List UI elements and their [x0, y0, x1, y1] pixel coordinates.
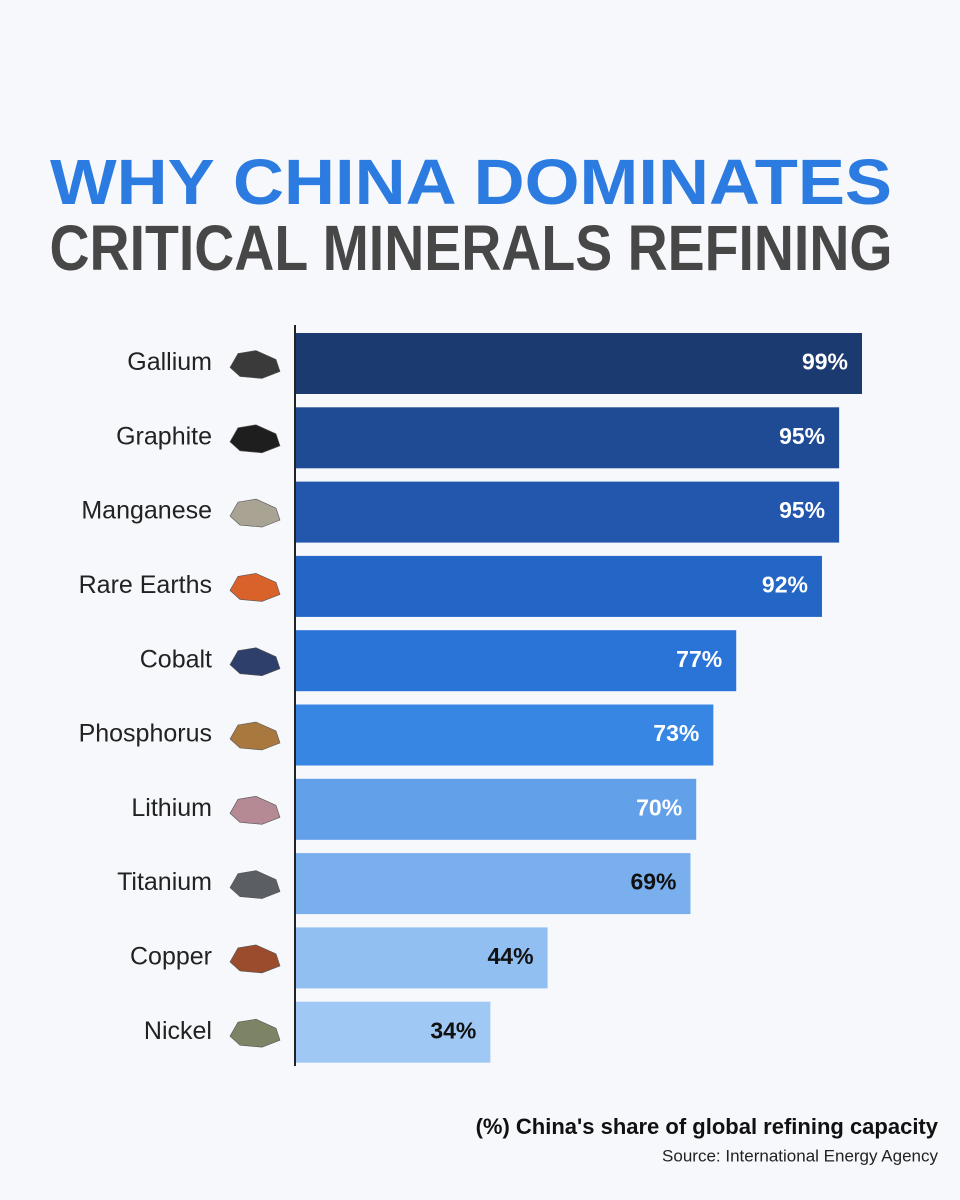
- bar: [296, 630, 737, 692]
- mineral-icon: [229, 498, 281, 528]
- mineral-icon: [229, 870, 281, 899]
- value-label: 77%: [676, 646, 722, 672]
- chart-subtitle: CRITICAL MINERALS REFINING: [50, 212, 893, 284]
- category-label: Phosphorus: [79, 720, 212, 748]
- bar: [296, 481, 840, 543]
- bar: [296, 853, 691, 915]
- value-label: 70%: [636, 794, 682, 820]
- chart-title: WHY CHINA DOMINATES: [50, 146, 892, 218]
- mineral-icon: [229, 573, 281, 602]
- value-label: 95%: [779, 497, 825, 523]
- category-label: Lithium: [131, 794, 212, 822]
- bar: [296, 778, 697, 840]
- value-label: 95%: [779, 423, 825, 449]
- bar: [296, 407, 840, 469]
- bar: [296, 555, 822, 617]
- value-label: 34%: [430, 1017, 476, 1043]
- mineral-icon: [229, 721, 281, 751]
- bar: [296, 704, 714, 766]
- value-label: 69%: [630, 869, 676, 895]
- source: Source: International Energy Agency: [662, 1146, 938, 1165]
- mineral-icon: [229, 795, 281, 825]
- value-label: 99%: [802, 349, 848, 375]
- category-label: Gallium: [127, 348, 212, 376]
- mineral-icon: [229, 424, 281, 454]
- category-label: Titanium: [117, 868, 212, 896]
- mineral-icon: [229, 350, 281, 379]
- value-label: 73%: [653, 720, 699, 746]
- mineral-icon: [229, 1018, 281, 1048]
- category-label: Manganese: [81, 497, 212, 525]
- bar: [296, 927, 548, 989]
- caption: (%) China's share of global refining cap…: [476, 1114, 939, 1139]
- value-label: 92%: [762, 571, 808, 597]
- category-label: Copper: [130, 943, 212, 971]
- mineral-icon: [229, 944, 281, 974]
- category-label: Graphite: [116, 422, 212, 450]
- value-label: 44%: [488, 943, 534, 969]
- bar: [296, 333, 862, 394]
- category-label: Rare Earths: [79, 571, 212, 599]
- mineral-icon: [229, 647, 281, 677]
- bar: [296, 1001, 491, 1063]
- category-label: Cobalt: [140, 645, 212, 673]
- category-label: Nickel: [144, 1017, 212, 1045]
